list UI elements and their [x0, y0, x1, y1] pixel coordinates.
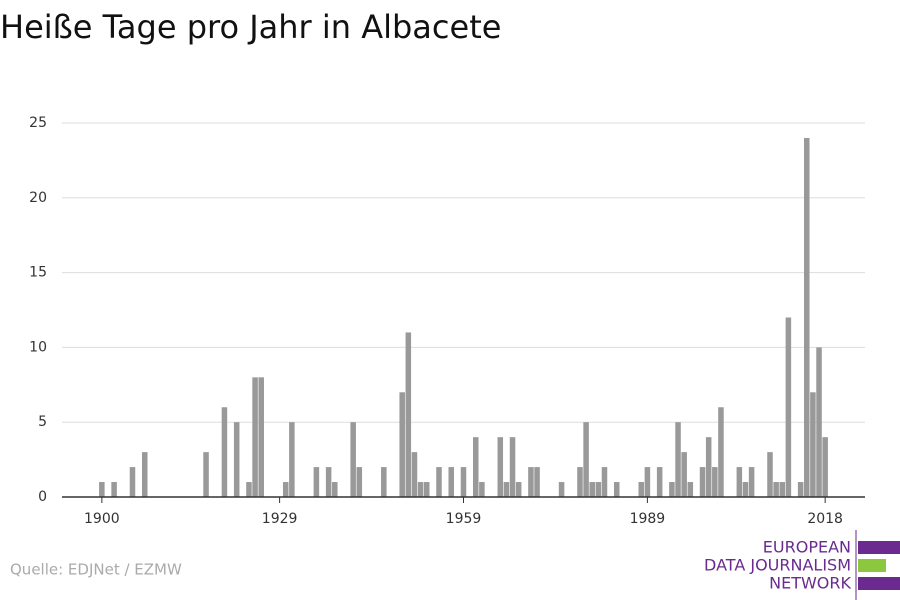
bar: [712, 467, 718, 497]
bar: [233, 422, 240, 497]
bar: [141, 452, 148, 497]
bar: [203, 452, 209, 497]
bar: [577, 467, 583, 497]
y-tick-label: 15: [29, 265, 47, 281]
bar: [473, 437, 479, 497]
bar: [356, 467, 363, 497]
bar: [822, 437, 828, 497]
bar: [129, 467, 136, 497]
bar: [669, 482, 675, 497]
x-tick-label: 2018: [807, 511, 843, 527]
bar: [534, 467, 540, 497]
bar: [638, 482, 645, 497]
bar: [252, 377, 258, 497]
bar: [742, 482, 749, 497]
bar: [785, 317, 792, 497]
bar: [399, 392, 405, 497]
bar: [423, 482, 430, 497]
bar: [699, 467, 706, 497]
logo-bar: [858, 541, 900, 554]
bar: [497, 437, 504, 497]
bar: [111, 482, 117, 497]
bar: [748, 467, 755, 497]
bar: [810, 392, 816, 497]
bar: [718, 407, 724, 497]
bar: [381, 467, 387, 497]
x-tick-label: 1989: [630, 511, 666, 527]
bar: [675, 422, 681, 497]
bar: [313, 467, 320, 497]
y-tick-label: 25: [29, 115, 47, 131]
chart-title: Heiße Tage pro Jahr in Albacete: [0, 8, 501, 46]
bar: [583, 422, 589, 497]
bar: [601, 467, 608, 497]
source: Quelle: EDJNet / EZMW: [10, 561, 182, 579]
bar: [509, 437, 516, 497]
logo-bar: [858, 559, 886, 572]
logo-text: EUROPEAN: [763, 538, 851, 557]
bar: [282, 482, 289, 497]
bar: [325, 467, 332, 497]
bar: [589, 482, 595, 497]
bar: [332, 482, 338, 497]
x-tick-label: 1900: [84, 511, 120, 527]
bar: [436, 467, 442, 497]
bar: [797, 482, 804, 497]
bar: [528, 467, 534, 497]
bar: [613, 482, 620, 497]
bar: [767, 452, 773, 497]
bar: [246, 482, 252, 497]
bar: [687, 482, 694, 497]
bar: [681, 452, 687, 497]
bar: [448, 467, 454, 497]
logo-text: NETWORK: [769, 574, 851, 593]
logo-text: DATA JOURNALISM: [704, 556, 851, 575]
bar: [595, 482, 602, 497]
y-tick-label: 20: [29, 190, 47, 206]
bar: [644, 467, 651, 497]
bar: [405, 332, 412, 497]
x-tick-label: 1929: [262, 511, 298, 527]
bar: [515, 482, 522, 497]
bar: [705, 437, 712, 497]
bar: [479, 482, 485, 497]
logo-bar: [858, 577, 900, 590]
bar: [503, 482, 510, 497]
bar: [804, 137, 810, 497]
bar: [656, 467, 663, 497]
bar: [289, 422, 295, 497]
bar: [99, 482, 105, 497]
bar: [350, 422, 356, 497]
bar: [460, 467, 467, 497]
x-tick-label: 1959: [446, 511, 482, 527]
bar: [773, 482, 779, 497]
bar: [736, 467, 743, 497]
y-tick-label: 10: [29, 339, 47, 355]
bar: [221, 407, 228, 497]
bar: [411, 452, 418, 497]
bar: [417, 482, 424, 497]
y-tick-label: 0: [38, 489, 47, 505]
bar: [779, 482, 786, 497]
bar: [258, 377, 264, 497]
bar: [816, 347, 822, 497]
bar: [558, 482, 565, 497]
y-tick-label: 5: [38, 414, 47, 430]
